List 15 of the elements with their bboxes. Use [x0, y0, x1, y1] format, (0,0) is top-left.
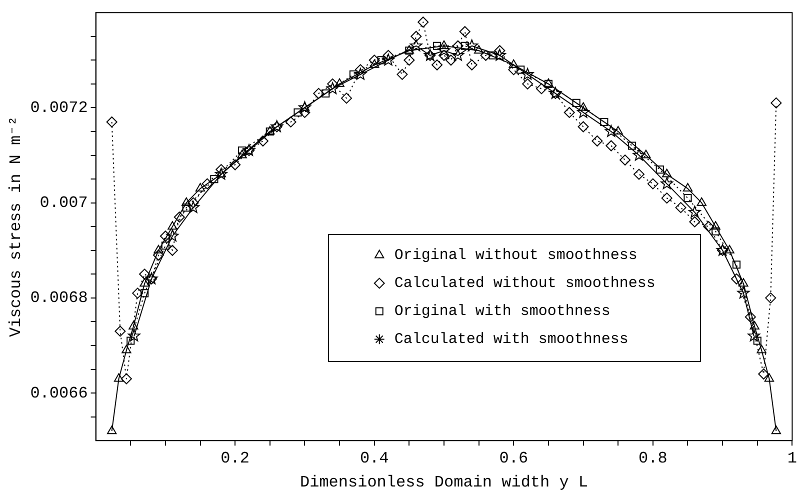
- legend-label: Calculated with smoothness: [394, 331, 628, 348]
- y-tick-label: 0.0068: [30, 289, 88, 308]
- x-tick-label: 0.8: [638, 449, 668, 468]
- x-tick-label: 0.6: [499, 449, 528, 468]
- x-axis-title: Dimensionless Domain width y L: [300, 474, 588, 492]
- x-tick-label: 0.4: [360, 449, 389, 468]
- y-tick-label: 0.0072: [30, 98, 88, 117]
- x-tick-label: 0.2: [220, 449, 250, 468]
- legend-label: Original with smoothness: [394, 303, 610, 320]
- legend-label: Original without smoothness: [394, 247, 638, 264]
- y-tick-label: 0.0066: [30, 384, 88, 402]
- legend-label: Calculated without smoothness: [394, 275, 656, 292]
- x-tick-label: 1: [787, 449, 798, 468]
- y-axis-title: Viscous stress in N m⁻²: [6, 116, 25, 338]
- y-tick-label: 0.007: [40, 194, 88, 212]
